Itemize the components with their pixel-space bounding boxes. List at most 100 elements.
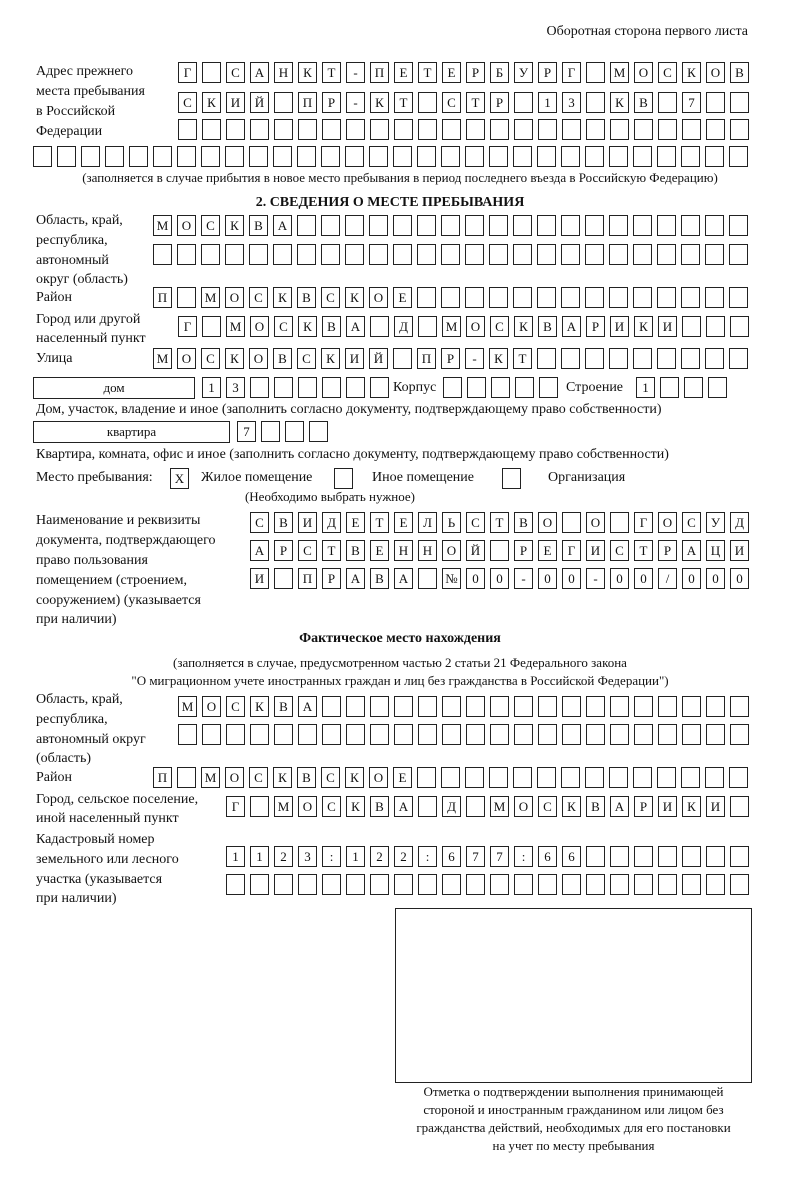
- char-box[interactable]: Й: [369, 348, 388, 369]
- char-box[interactable]: [369, 215, 388, 236]
- char-box[interactable]: Р: [490, 92, 509, 113]
- char-box[interactable]: Г: [178, 62, 197, 83]
- char-box[interactable]: [657, 244, 676, 265]
- char-box[interactable]: В: [273, 348, 292, 369]
- char-box[interactable]: 0: [682, 568, 701, 589]
- char-box[interactable]: О: [202, 696, 221, 717]
- char-box[interactable]: [345, 215, 364, 236]
- char-box[interactable]: [538, 874, 557, 895]
- char-box[interactable]: М: [153, 215, 172, 236]
- char-box[interactable]: К: [610, 92, 629, 113]
- char-box[interactable]: [609, 215, 628, 236]
- char-box[interactable]: [729, 146, 748, 167]
- char-box[interactable]: [610, 696, 629, 717]
- char-box[interactable]: [609, 244, 628, 265]
- char-box[interactable]: [465, 287, 484, 308]
- char-box[interactable]: [705, 348, 724, 369]
- char-box[interactable]: Е: [394, 512, 413, 533]
- stay-option-organization-checkbox[interactable]: [502, 468, 521, 489]
- char-box[interactable]: [321, 244, 340, 265]
- char-box[interactable]: Р: [274, 540, 293, 561]
- char-box[interactable]: К: [346, 796, 365, 817]
- char-box[interactable]: [153, 244, 172, 265]
- char-box[interactable]: Т: [370, 512, 389, 533]
- char-box[interactable]: [561, 146, 580, 167]
- char-box[interactable]: М: [153, 348, 172, 369]
- char-box[interactable]: И: [226, 92, 245, 113]
- char-box[interactable]: А: [250, 540, 269, 561]
- char-box[interactable]: [537, 348, 556, 369]
- char-box[interactable]: [682, 874, 701, 895]
- char-box[interactable]: Е: [346, 512, 365, 533]
- char-box[interactable]: [514, 92, 533, 113]
- char-box[interactable]: К: [298, 316, 317, 337]
- char-box[interactable]: С: [201, 215, 220, 236]
- char-box[interactable]: Т: [634, 540, 653, 561]
- char-box[interactable]: С: [682, 512, 701, 533]
- char-box[interactable]: [490, 540, 509, 561]
- char-box[interactable]: П: [370, 62, 389, 83]
- char-box[interactable]: [274, 92, 293, 113]
- char-box[interactable]: Р: [634, 796, 653, 817]
- char-box[interactable]: Г: [634, 512, 653, 533]
- char-box[interactable]: [633, 146, 652, 167]
- char-box[interactable]: О: [514, 796, 533, 817]
- char-box[interactable]: 1: [250, 846, 269, 867]
- char-box[interactable]: [561, 767, 580, 788]
- char-box[interactable]: [585, 146, 604, 167]
- char-box[interactable]: [658, 119, 677, 140]
- char-box[interactable]: С: [658, 62, 677, 83]
- char-box[interactable]: К: [514, 316, 533, 337]
- char-box[interactable]: [730, 724, 749, 745]
- char-box[interactable]: С: [226, 696, 245, 717]
- char-box[interactable]: В: [538, 316, 557, 337]
- char-box[interactable]: [441, 244, 460, 265]
- char-box[interactable]: И: [658, 316, 677, 337]
- char-box[interactable]: [489, 287, 508, 308]
- char-box[interactable]: М: [201, 287, 220, 308]
- char-box[interactable]: [706, 696, 725, 717]
- char-box[interactable]: [466, 796, 485, 817]
- char-box[interactable]: [561, 348, 580, 369]
- char-box[interactable]: [562, 512, 581, 533]
- char-box[interactable]: С: [321, 767, 340, 788]
- char-box[interactable]: [489, 767, 508, 788]
- char-box[interactable]: [514, 874, 533, 895]
- char-box[interactable]: К: [489, 348, 508, 369]
- char-box[interactable]: [226, 119, 245, 140]
- char-box[interactable]: -: [586, 568, 605, 589]
- char-box[interactable]: Й: [250, 92, 269, 113]
- char-box[interactable]: М: [201, 767, 220, 788]
- char-box[interactable]: [682, 846, 701, 867]
- char-box[interactable]: -: [346, 62, 365, 83]
- char-box[interactable]: 1: [226, 846, 245, 867]
- char-box[interactable]: [309, 421, 328, 442]
- char-box[interactable]: [417, 146, 436, 167]
- char-box[interactable]: Ц: [706, 540, 725, 561]
- char-box[interactable]: О: [250, 316, 269, 337]
- char-box[interactable]: [706, 846, 725, 867]
- char-box[interactable]: [490, 119, 509, 140]
- char-box[interactable]: Т: [322, 62, 341, 83]
- char-box[interactable]: [730, 874, 749, 895]
- char-box[interactable]: [586, 62, 605, 83]
- char-box[interactable]: [682, 316, 701, 337]
- char-box[interactable]: [705, 146, 724, 167]
- char-box[interactable]: [321, 146, 340, 167]
- char-box[interactable]: 1: [346, 846, 365, 867]
- char-box[interactable]: [370, 377, 389, 398]
- char-box[interactable]: [417, 244, 436, 265]
- char-box[interactable]: [442, 119, 461, 140]
- char-box[interactable]: Е: [393, 287, 412, 308]
- char-box[interactable]: С: [249, 767, 268, 788]
- char-box[interactable]: С: [490, 316, 509, 337]
- char-box[interactable]: [202, 62, 221, 83]
- char-box[interactable]: [585, 244, 604, 265]
- char-box[interactable]: [466, 696, 485, 717]
- char-box[interactable]: [681, 146, 700, 167]
- char-box[interactable]: В: [730, 62, 749, 83]
- char-box[interactable]: [657, 215, 676, 236]
- char-box[interactable]: [393, 215, 412, 236]
- char-box[interactable]: [418, 316, 437, 337]
- char-box[interactable]: [562, 119, 581, 140]
